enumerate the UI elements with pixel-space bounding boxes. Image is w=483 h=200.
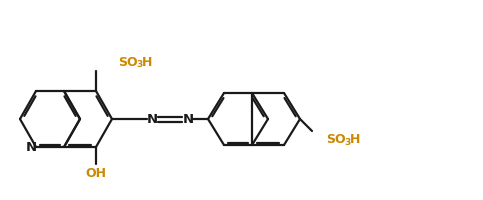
Text: OH: OH xyxy=(85,167,106,180)
Text: 3: 3 xyxy=(344,138,350,147)
Text: N: N xyxy=(26,141,37,154)
Text: H: H xyxy=(350,133,360,146)
Text: N: N xyxy=(146,113,157,126)
Text: H: H xyxy=(142,55,152,68)
Text: SO: SO xyxy=(326,133,346,146)
Text: 3: 3 xyxy=(136,60,142,69)
Text: SO: SO xyxy=(118,55,138,68)
Text: N: N xyxy=(183,113,194,126)
